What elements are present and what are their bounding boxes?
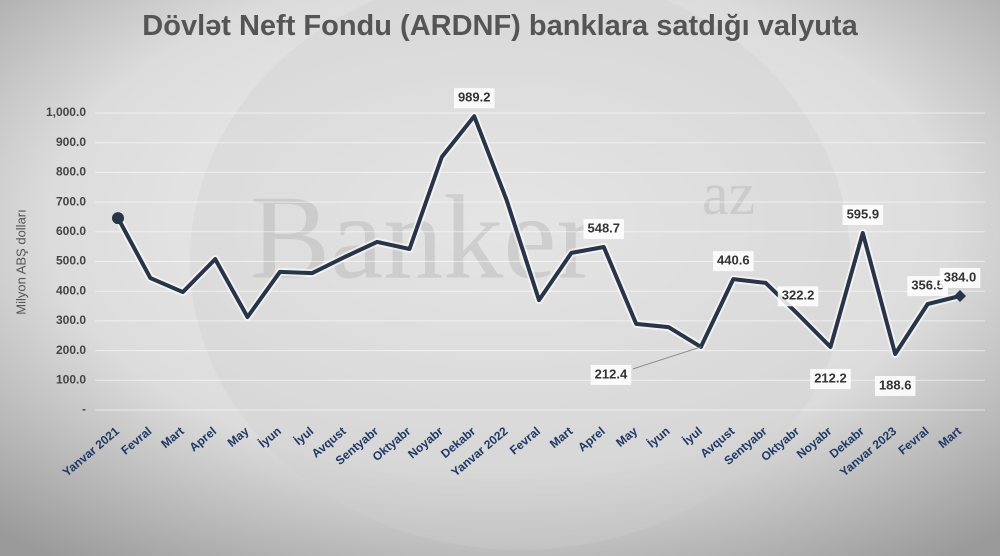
value-label: 212.2: [814, 370, 847, 385]
value-label-group: 356.5: [907, 276, 948, 297]
y-tick-label: 1,000.0: [46, 105, 86, 119]
y-axis-label: Milyon ABŞ dolları: [13, 209, 28, 315]
value-label-box: [713, 251, 754, 272]
y-tick-label: 300.0: [56, 313, 86, 327]
value-label: 440.6: [717, 253, 750, 268]
value-label-box: [453, 88, 495, 109]
title-box: Dövlət Neft Fondu (ARDNF) banklara satdı…: [142, 10, 858, 42]
value-label: 989.2: [458, 90, 491, 105]
leader-line: [632, 346, 702, 370]
y-tick-label: 200.0: [56, 343, 86, 357]
value-label-box: [907, 276, 948, 297]
value-label-box: [939, 267, 981, 288]
y-tick-label: 800.0: [56, 165, 86, 179]
value-label-box: [583, 219, 625, 240]
y-tick-label: 600.0: [56, 224, 86, 238]
y-tick-label: -: [82, 402, 86, 416]
value-label: 212.4: [595, 366, 628, 381]
y-tick-label: 700.0: [56, 194, 86, 208]
value-label-group: 188.6: [874, 375, 916, 396]
value-label-group: 212.2: [810, 368, 851, 389]
value-label-group: 212.4: [590, 364, 632, 385]
value-label: 188.6: [879, 377, 912, 392]
watermark: Banker: [250, 171, 597, 304]
value-label-group: 595.9: [842, 205, 884, 226]
y-tick-label: 400.0: [56, 283, 86, 297]
value-label: 322.2: [782, 288, 815, 303]
value-label-group: 322.2: [777, 286, 819, 307]
value-label: 595.9: [847, 206, 880, 221]
value-label-box: [777, 286, 819, 307]
value-label: 356.5: [911, 278, 944, 293]
y-tick-label: 500.0: [56, 254, 86, 268]
portrait-shade: [190, 0, 850, 550]
watermark-sup: az: [702, 161, 755, 227]
value-label-box: [810, 368, 851, 389]
y-tick-label: 100.0: [56, 372, 86, 386]
value-label: 384.0: [944, 269, 977, 284]
y-tick-label: 900.0: [56, 135, 86, 149]
value-label-group: 384.0: [939, 267, 981, 288]
value-label-box: [590, 364, 632, 385]
value-label-box: [874, 375, 916, 396]
value-label-group: 989.2: [453, 88, 495, 109]
value-label-box: [842, 205, 884, 226]
marker: [954, 289, 966, 302]
chart-title: Dövlət Neft Fondu (ARDNF) banklara satdı…: [142, 10, 858, 42]
marker: [112, 212, 124, 225]
line: [116, 114, 961, 356]
value-label-group: 440.6: [713, 251, 754, 272]
value-label: 548.7: [587, 220, 620, 235]
value-label-group: 548.7: [583, 219, 625, 240]
